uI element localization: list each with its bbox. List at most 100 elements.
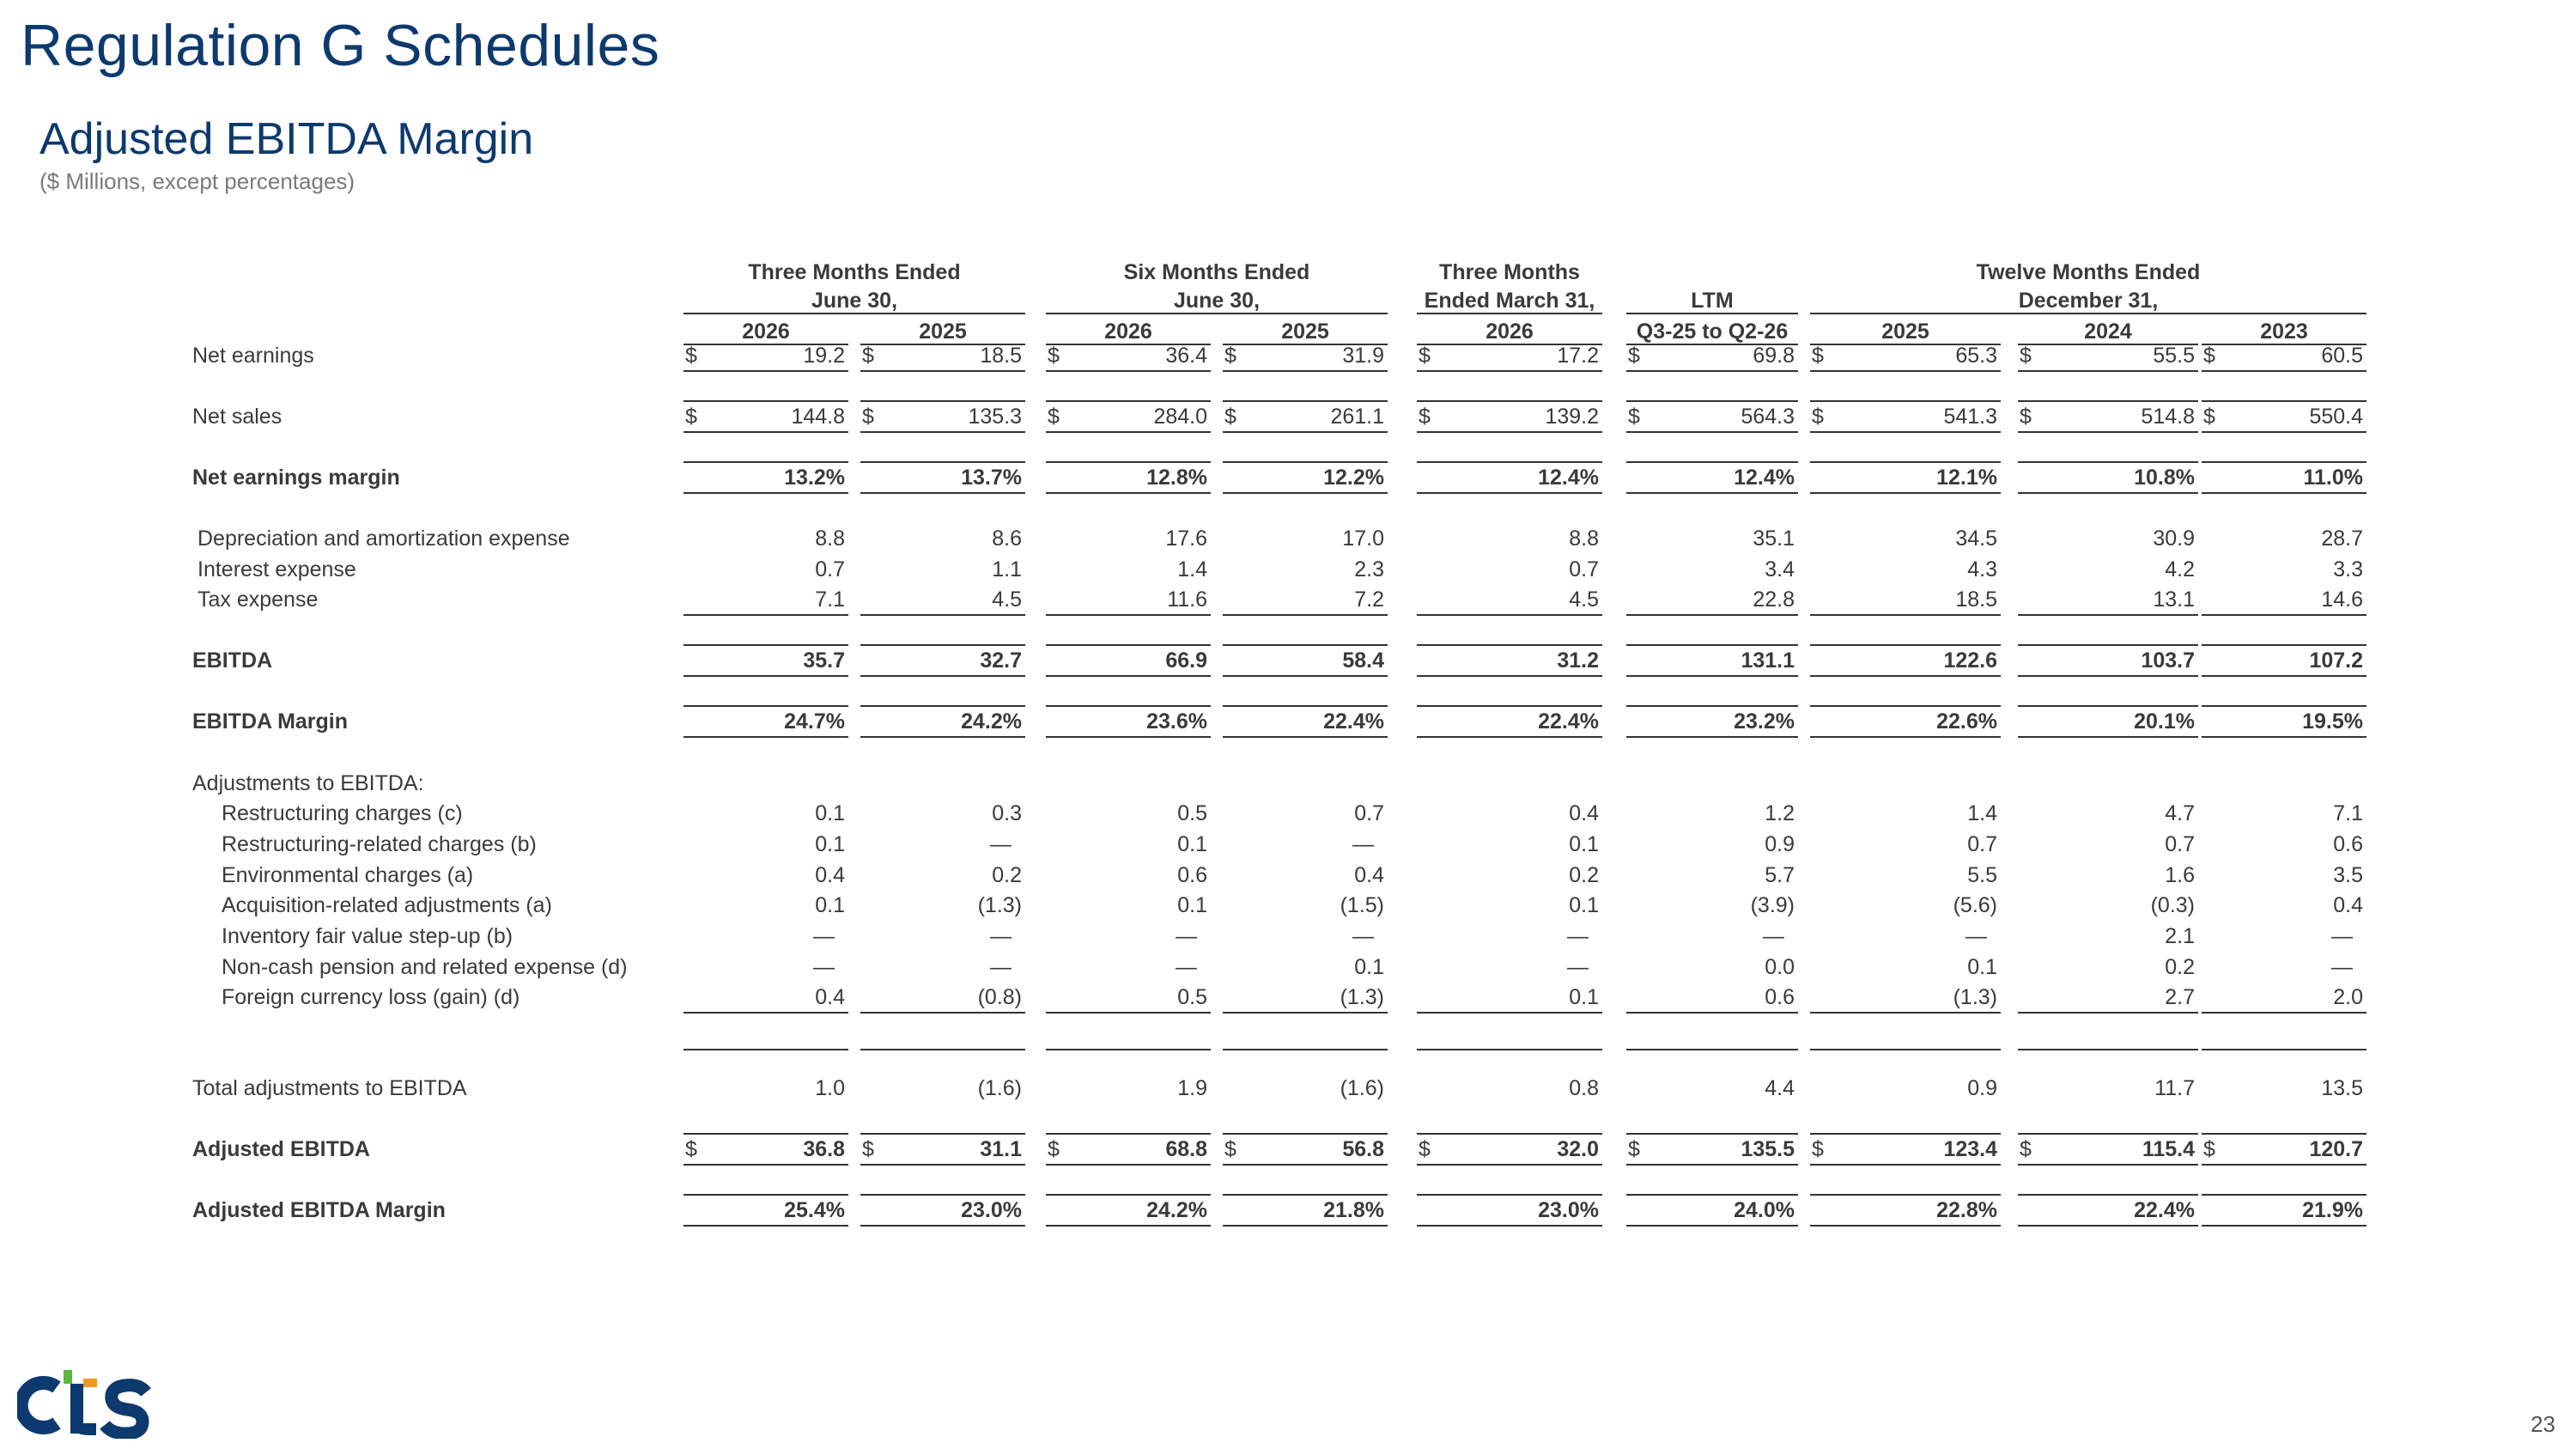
cell-value: 12.4% xyxy=(1734,466,1795,490)
cell-value: 0.5 xyxy=(1177,985,1207,1009)
cell-value: 261.1 xyxy=(1330,405,1384,429)
cell-value: 0.1 xyxy=(815,801,845,825)
currency-symbol: $ xyxy=(2020,1137,2032,1161)
row-label: Foreign currency loss (gain) (d) xyxy=(222,985,519,1009)
cell-value: 3.4 xyxy=(1765,557,1795,581)
cell-value: 0.1 xyxy=(815,832,845,856)
cell-value: 22.4% xyxy=(1323,709,1384,734)
cell-value: 0.7 xyxy=(815,557,845,581)
cell-value: 4.5 xyxy=(992,588,1022,612)
cell-value: 0.1 xyxy=(1177,832,1207,856)
cell-value: 24.7% xyxy=(784,709,845,734)
cell-value: 0.1 xyxy=(1354,955,1384,979)
currency-symbol: $ xyxy=(862,344,874,368)
cell-value: 284.0 xyxy=(1153,405,1207,429)
cell-value: 0.7 xyxy=(2165,832,2195,856)
cell-value: 21.9% xyxy=(2302,1198,2363,1222)
cell-value: 18.5 xyxy=(980,344,1022,368)
cell-value: 19.2 xyxy=(803,344,845,368)
cell-value: 514.8 xyxy=(2141,405,2195,429)
cell-value: — xyxy=(990,924,1012,948)
column-header: 2026 xyxy=(742,320,790,344)
cell-value: 541.3 xyxy=(1943,405,1997,429)
cell-value: (3.9) xyxy=(1751,893,1795,917)
cell-value: (5.6) xyxy=(1953,893,1997,917)
currency-symbol: $ xyxy=(685,344,697,368)
cell-value: 68.8 xyxy=(1165,1137,1207,1161)
cell-value: 115.4 xyxy=(2142,1137,2195,1161)
cell-value: 18.5 xyxy=(1955,588,1997,612)
cell-value: 1.1 xyxy=(992,557,1022,581)
cell-value: 11.6 xyxy=(1167,588,1207,612)
group-header: December 31, xyxy=(2019,289,2159,313)
cell-value: 11.7 xyxy=(2154,1076,2195,1100)
cell-value: 564.3 xyxy=(1741,405,1795,429)
currency-symbol: $ xyxy=(2020,405,2032,429)
cell-value: 7.1 xyxy=(815,588,845,612)
cell-value: 13.1 xyxy=(2153,588,2195,612)
cell-value: 7.2 xyxy=(1354,588,1384,612)
row-label: Interest expense xyxy=(197,557,356,581)
cell-value: 60.5 xyxy=(2321,344,2363,368)
currency-symbol: $ xyxy=(1812,1137,1824,1161)
row-label: Depreciation and amortization expense xyxy=(197,527,570,551)
cell-value: 0.7 xyxy=(1354,801,1384,825)
currency-symbol: $ xyxy=(1048,344,1060,368)
cell-value: 0.2 xyxy=(992,863,1022,887)
column-header: 2026 xyxy=(1104,320,1152,344)
section-subtitle: ($ Millions, except percentages) xyxy=(39,168,355,194)
cell-value: 0.2 xyxy=(1569,863,1599,887)
currency-symbol: $ xyxy=(1419,1137,1431,1161)
cell-value: 4.2 xyxy=(2165,557,2195,581)
currency-symbol: $ xyxy=(685,405,697,429)
cell-value: 135.3 xyxy=(968,405,1022,429)
cell-value: — xyxy=(1352,832,1374,856)
cell-value: (0.8) xyxy=(978,985,1022,1009)
row-label: Restructuring-related charges (b) xyxy=(222,832,537,856)
column-header: Q3-25 to Q2-26 xyxy=(1637,320,1788,344)
group-header: June 30, xyxy=(811,289,897,313)
cell-value: 20.1% xyxy=(2134,709,2195,734)
cell-value: 4.4 xyxy=(1765,1076,1795,1100)
cell-value: 22.8% xyxy=(1936,1198,1997,1222)
cell-value: (0.3) xyxy=(2151,893,2195,917)
cell-value: (1.3) xyxy=(978,893,1022,917)
cell-value: — xyxy=(990,955,1012,979)
cell-value: 0.1 xyxy=(1177,893,1207,917)
cell-value: 107.2 xyxy=(2309,648,2363,673)
group-header: Three Months xyxy=(1439,260,1580,284)
cell-value: 0.9 xyxy=(1765,832,1795,856)
cell-value: 13.5 xyxy=(2321,1076,2363,1100)
cell-value: 2.7 xyxy=(2165,985,2195,1009)
row-label: Restructuring charges (c) xyxy=(222,801,463,825)
cell-value: 0.4 xyxy=(2333,893,2363,917)
cell-value: 123.4 xyxy=(1943,1137,1997,1161)
section-title: Adjusted EBITDA Margin xyxy=(39,114,534,164)
currency-symbol: $ xyxy=(1224,405,1236,429)
cell-value: 0.4 xyxy=(1354,863,1384,887)
cell-value: 3.3 xyxy=(2333,557,2363,581)
cell-value: 12.2% xyxy=(1323,466,1384,490)
cell-value: 4.7 xyxy=(2165,801,2195,825)
cell-value: 1.9 xyxy=(1177,1076,1207,1100)
cell-value: 1.4 xyxy=(1967,801,1997,825)
cell-value: 23.2% xyxy=(1734,709,1795,734)
column-header: 2023 xyxy=(2260,320,2308,344)
cell-value: 0.6 xyxy=(1765,985,1795,1009)
cell-value: 23.0% xyxy=(961,1198,1022,1222)
column-header: 2025 xyxy=(919,320,967,344)
cell-value: 22.4% xyxy=(2134,1198,2195,1222)
cell-value: 139.2 xyxy=(1545,405,1599,429)
currency-symbol: $ xyxy=(1048,1137,1060,1161)
cell-value: (1.3) xyxy=(1340,985,1384,1009)
cell-value: 8.8 xyxy=(815,527,845,551)
row-label: EBITDA xyxy=(192,648,272,673)
cell-value: 21.8% xyxy=(1323,1198,1384,1222)
group-header: Three Months Ended xyxy=(748,260,960,284)
cell-value: — xyxy=(813,924,835,948)
cell-value: 2.3 xyxy=(1354,557,1384,581)
cell-value: 0.6 xyxy=(2333,832,2363,856)
cell-value: 0.0 xyxy=(1765,955,1795,979)
cell-value: 1.0 xyxy=(815,1076,845,1100)
cell-value: 32.7 xyxy=(980,648,1022,673)
